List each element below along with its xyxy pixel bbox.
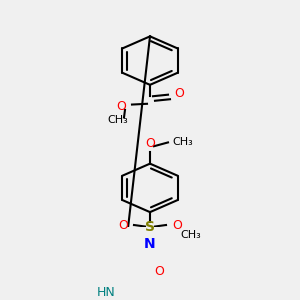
- Text: S: S: [145, 220, 155, 234]
- Text: O: O: [154, 265, 164, 278]
- Text: CH₃: CH₃: [172, 137, 193, 147]
- Text: CH₃: CH₃: [180, 230, 201, 240]
- Text: O: O: [118, 219, 128, 232]
- Text: N: N: [144, 237, 156, 251]
- Text: HN: HN: [97, 286, 116, 299]
- Text: CH₃: CH₃: [108, 115, 128, 125]
- Text: O: O: [145, 137, 155, 150]
- Text: O: O: [116, 100, 126, 112]
- Text: O: O: [172, 219, 182, 232]
- Text: O: O: [174, 87, 184, 101]
